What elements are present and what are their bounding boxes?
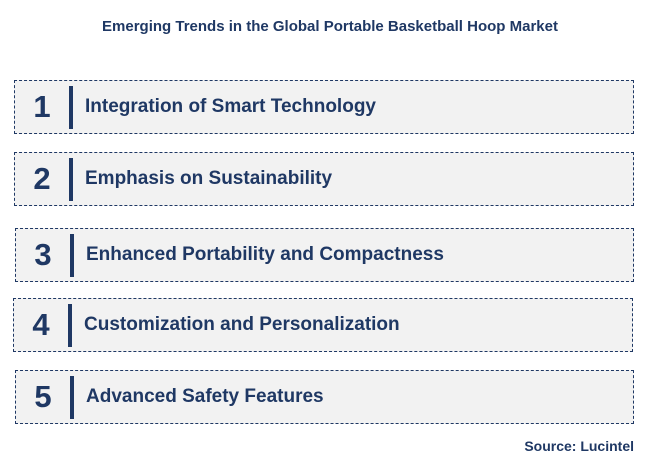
trend-label: Integration of Smart Technology [85, 96, 376, 117]
trend-number: 5 [34, 379, 52, 414]
trend-item-2: 2 Emphasis on Sustainability [14, 152, 634, 206]
divider-bar [69, 86, 73, 129]
trend-label: Emphasis on Sustainability [85, 168, 333, 189]
chart-title: Emerging Trends in the Global Portable B… [102, 18, 558, 35]
trend-item-5: 5 Advanced Safety Features [15, 370, 634, 424]
divider-bar [70, 234, 74, 277]
divider-bar [70, 376, 74, 419]
trend-label: Enhanced Portability and Compactness [86, 244, 444, 265]
divider-bar [68, 304, 72, 347]
trend-item-3: 3 Enhanced Portability and Compactness [15, 228, 634, 282]
source-note: Source: Lucintel [524, 438, 634, 454]
trend-item-4: 4 Customization and Personalization [13, 298, 633, 352]
trend-label: Customization and Personalization [84, 314, 400, 335]
divider-bar [69, 158, 73, 201]
trend-number: 2 [33, 161, 51, 196]
trend-number: 4 [32, 307, 50, 342]
trend-number: 3 [34, 237, 52, 272]
trend-label: Advanced Safety Features [86, 386, 324, 407]
trend-item-1: 1 Integration of Smart Technology [14, 80, 634, 134]
trend-number: 1 [33, 89, 51, 124]
